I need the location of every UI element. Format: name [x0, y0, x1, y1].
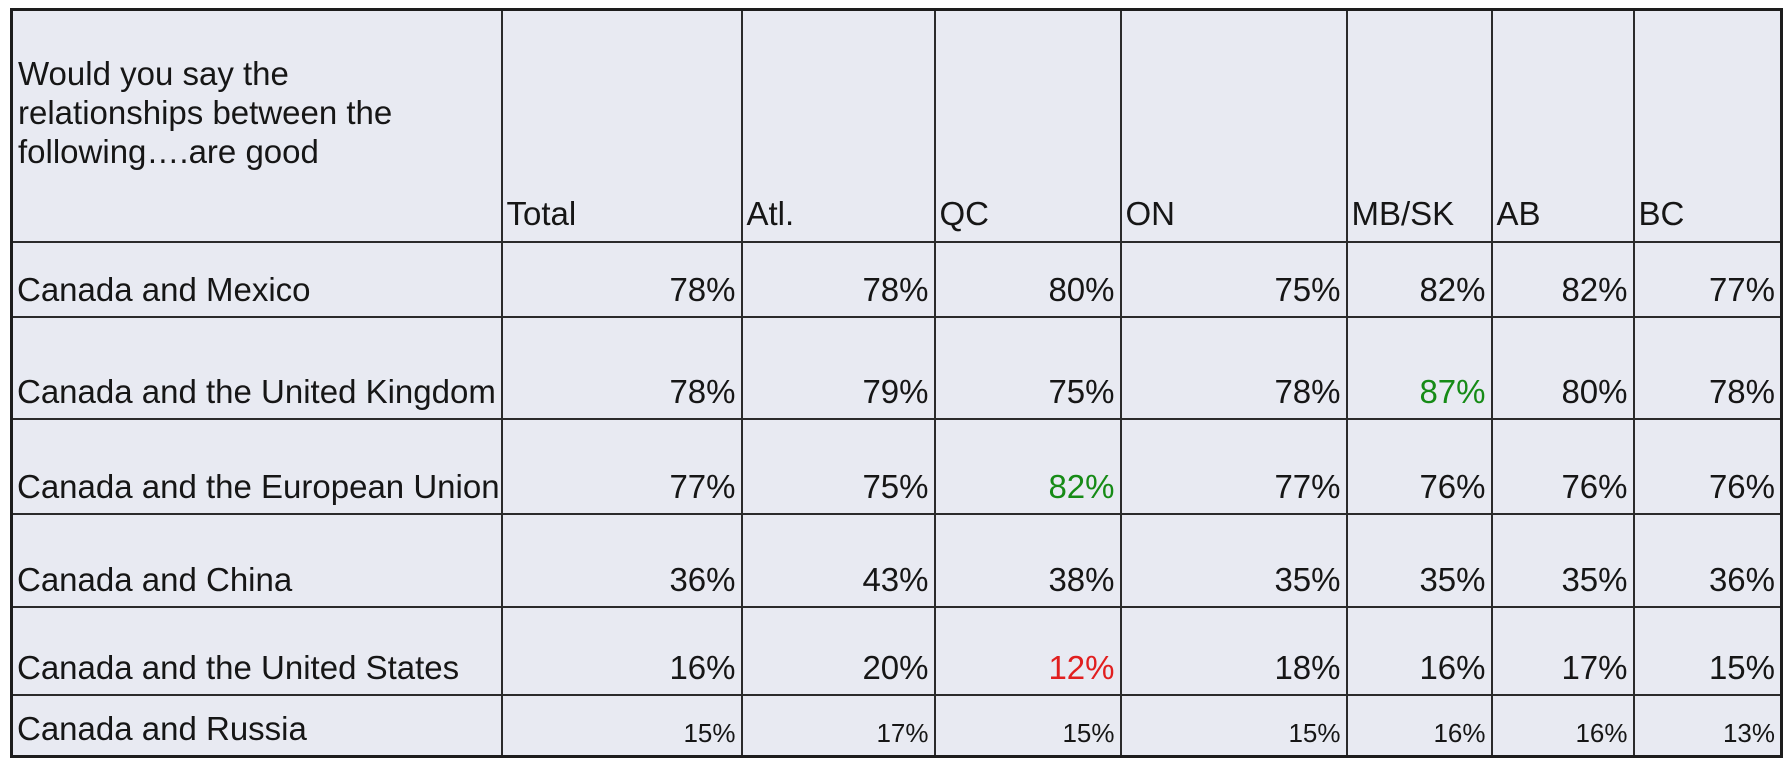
value-cell: 15%: [933, 693, 1122, 758]
row-label: Canada and China: [10, 512, 503, 608]
column-header-on: ON: [1119, 8, 1348, 243]
table-row: Canada and China 36% 43% 38% 35% 35% 35% 36%: [10, 512, 1783, 608]
value-cell: 15%: [1119, 693, 1348, 758]
value-cell: 16%: [1345, 605, 1493, 696]
table-row: Canada and Russia 15% 17% 15% 15% 16% 16% 13%: [10, 693, 1783, 758]
value-cell: 38%: [933, 512, 1122, 608]
column-header-total: Total: [500, 8, 743, 243]
value-cell: 79%: [740, 315, 936, 420]
value-cell: 76%: [1490, 417, 1635, 515]
value-cell: 15%: [500, 693, 743, 758]
header-row: Would you say the relationships between …: [10, 8, 1783, 243]
table-row: Canada and the United States 16% 20% 12% 18%…: [10, 605, 1783, 696]
value-cell-highlighted-red: 12%: [933, 605, 1122, 696]
value-cell: 80%: [933, 240, 1122, 318]
value-cell: 35%: [1119, 512, 1348, 608]
relationships-crosstab-table: Would you say the relationships between …: [10, 8, 1783, 758]
value-cell: 36%: [1632, 512, 1783, 608]
row-label: Canada and the United Kingdom: [10, 315, 503, 420]
value-cell: 36%: [500, 512, 743, 608]
value-cell: 17%: [740, 693, 936, 758]
value-cell: 18%: [1119, 605, 1348, 696]
survey-question-text: Would you say the relationships between …: [18, 55, 393, 171]
value-cell: 75%: [933, 315, 1122, 420]
value-cell-highlighted-green: 82%: [933, 417, 1122, 515]
column-header-qc: QC: [933, 8, 1122, 243]
question-cell: Would you say the relationships between …: [10, 8, 503, 243]
value-cell: 75%: [740, 417, 936, 515]
row-label: Canada and the United States: [10, 605, 503, 696]
value-cell: 78%: [1632, 315, 1783, 420]
value-cell: 75%: [1119, 240, 1348, 318]
value-cell: 16%: [1490, 693, 1635, 758]
value-cell: 78%: [500, 315, 743, 420]
value-cell: 35%: [1490, 512, 1635, 608]
row-label: Canada and the European Union: [10, 417, 503, 515]
column-header-mb-sk: MB/SK: [1345, 8, 1493, 243]
value-cell: 13%: [1632, 693, 1783, 758]
value-cell: 76%: [1632, 417, 1783, 515]
value-cell: 76%: [1345, 417, 1493, 515]
value-cell: 82%: [1345, 240, 1493, 318]
column-header-ab: AB: [1490, 8, 1635, 243]
value-cell: 82%: [1490, 240, 1635, 318]
table-row: Canada and the European Union 77% 75% 82% 77…: [10, 417, 1783, 515]
value-cell: 77%: [500, 417, 743, 515]
value-cell: 77%: [1632, 240, 1783, 318]
table-row: Canada and the United Kingdom 78% 79% 75% 78…: [10, 315, 1783, 420]
value-cell: 80%: [1490, 315, 1635, 420]
row-label: Canada and Mexico: [10, 240, 503, 318]
value-cell: 35%: [1345, 512, 1493, 608]
value-cell: 43%: [740, 512, 936, 608]
survey-crosstab-container: Would you say the relationships between …: [10, 8, 1783, 758]
column-header-bc: BC: [1632, 8, 1783, 243]
row-label: Canada and Russia: [10, 693, 503, 758]
value-cell: 78%: [740, 240, 936, 318]
table-row: Canada and Mexico 78% 78% 80% 75% 82% 82% 77%: [10, 240, 1783, 318]
value-cell: 78%: [500, 240, 743, 318]
value-cell: 16%: [500, 605, 743, 696]
value-cell-highlighted-green: 87%: [1345, 315, 1493, 420]
value-cell: 77%: [1119, 417, 1348, 515]
value-cell: 15%: [1632, 605, 1783, 696]
value-cell: 16%: [1345, 693, 1493, 758]
value-cell: 17%: [1490, 605, 1635, 696]
column-header-atl: Atl.: [740, 8, 936, 243]
value-cell: 20%: [740, 605, 936, 696]
value-cell: 78%: [1119, 315, 1348, 420]
